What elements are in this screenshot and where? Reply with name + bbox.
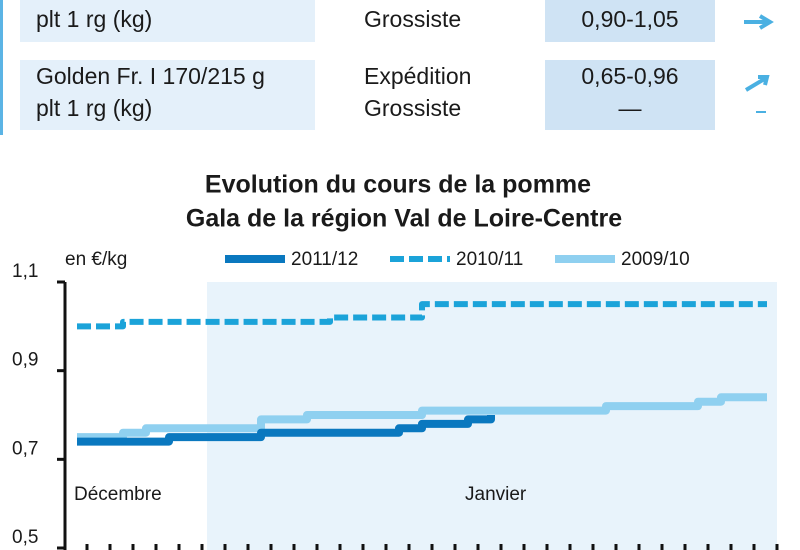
y-tick-label: 0,7 bbox=[12, 438, 38, 459]
price: 0,65-0,96 bbox=[581, 63, 678, 89]
chart-title: Evolution du cours de la pomme bbox=[205, 171, 591, 199]
legend-label: 2010/11 bbox=[456, 249, 523, 270]
row-bg bbox=[20, 60, 315, 130]
y-tick-label: 0,5 bbox=[12, 527, 38, 548]
price: — bbox=[619, 95, 642, 121]
market: Grossiste bbox=[364, 95, 461, 121]
price-table: plt 1 rg (kg) Grossiste 0,90-1,05 Golden… bbox=[0, 0, 774, 135]
y-axis-label: en €/kg bbox=[65, 249, 127, 270]
price-bg bbox=[545, 0, 715, 42]
y-tick-label: 1,1 bbox=[12, 261, 38, 282]
legend-label: 2011/12 bbox=[291, 249, 358, 270]
product: plt 1 rg (kg) bbox=[36, 95, 152, 121]
series-line bbox=[77, 415, 495, 446]
market: Expédition bbox=[364, 63, 471, 89]
series-line bbox=[77, 393, 767, 442]
trend-arrow bbox=[744, 14, 774, 30]
product: Golden Fr. I 170/215 g bbox=[36, 63, 265, 89]
series-line bbox=[77, 301, 767, 330]
table-border bbox=[0, 0, 3, 135]
x-tick-label: Janvier bbox=[465, 484, 527, 505]
trend-arrow bbox=[744, 75, 770, 92]
legend-label: 2009/10 bbox=[621, 249, 690, 270]
market: Grossiste bbox=[364, 6, 461, 32]
product: plt 1 rg (kg) bbox=[36, 6, 152, 32]
y-tick-label: 0,9 bbox=[12, 350, 38, 371]
price: 0,90-1,05 bbox=[581, 6, 678, 32]
price-bg bbox=[545, 60, 715, 130]
x-tick-label: Décembre bbox=[74, 484, 162, 505]
chart-title: Gala de la région Val de Loire-Centre bbox=[186, 205, 622, 233]
row-bg bbox=[20, 0, 315, 42]
